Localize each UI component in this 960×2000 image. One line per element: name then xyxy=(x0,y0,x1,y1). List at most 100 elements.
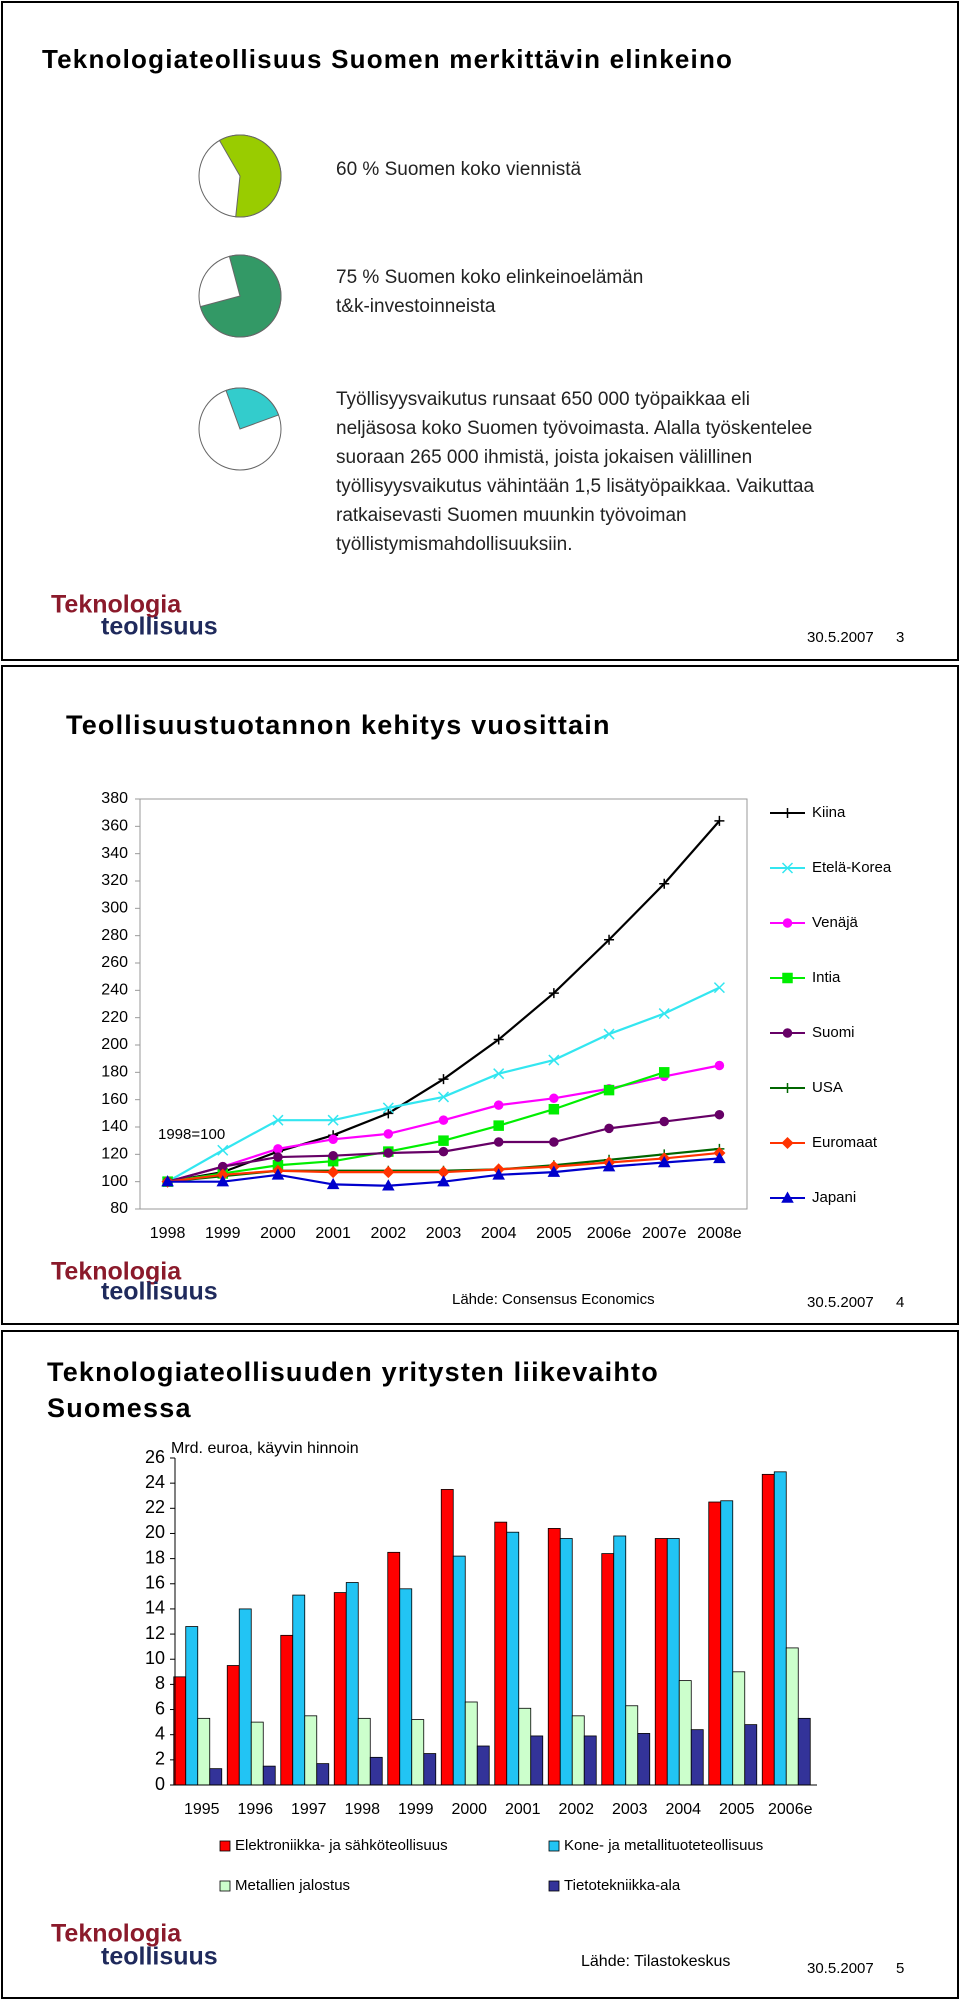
date: 30.5.2007 xyxy=(807,629,874,646)
legend-swatch xyxy=(548,1840,560,1852)
x-tick-label: 2006e xyxy=(587,1225,632,1242)
slide-frame xyxy=(1,1330,959,1999)
x-tick-label: 2005 xyxy=(719,1801,755,1818)
annotation: 1998=100 xyxy=(158,1126,225,1143)
item-text: 60 % Suomen koko viennistä xyxy=(336,159,581,180)
bar xyxy=(518,1707,532,1786)
x-tick-label: 1998 xyxy=(344,1801,380,1818)
legend-label: Kone- ja metallituoteteollisuus xyxy=(564,1837,763,1854)
x-tick-label: 1999 xyxy=(205,1225,241,1242)
bar xyxy=(440,1489,454,1786)
marker xyxy=(782,808,793,818)
slide-title: Teollisuustuotannon kehitys vuosittain xyxy=(66,710,611,740)
bar xyxy=(666,1538,680,1786)
marker xyxy=(782,918,793,928)
marker xyxy=(217,1144,229,1156)
axis-title: Mrd. euroa, käyvin hinnoin xyxy=(171,1440,359,1457)
x-tick-label: 2007e xyxy=(642,1225,687,1242)
page-number: 3 xyxy=(896,629,904,646)
series-line xyxy=(167,1071,665,1183)
marker xyxy=(782,972,793,984)
marker xyxy=(382,1102,394,1114)
bar xyxy=(185,1626,199,1786)
legend-swatch xyxy=(219,1840,231,1852)
source: Lähde: Consensus Economics xyxy=(452,1291,655,1308)
x-tick-label: 2001 xyxy=(505,1801,541,1818)
marker xyxy=(328,1150,338,1161)
date: 30.5.2007 xyxy=(807,1294,874,1311)
bar xyxy=(530,1735,544,1786)
y-tick-label: 300 xyxy=(101,900,128,917)
marker xyxy=(437,1091,450,1103)
legend-label: Euromaat xyxy=(812,1134,878,1151)
marker xyxy=(327,1114,339,1126)
bar xyxy=(262,1765,276,1786)
y-tick-label: 280 xyxy=(101,927,128,944)
bar xyxy=(280,1634,294,1786)
marker xyxy=(547,1165,561,1177)
y-tick-label: 14 xyxy=(145,1598,165,1618)
y-tick-label: 160 xyxy=(101,1091,128,1108)
bar xyxy=(173,1676,187,1786)
y-tick-label: 220 xyxy=(101,1009,128,1026)
marker xyxy=(658,1008,670,1020)
y-tick-label: 340 xyxy=(101,845,128,862)
bar xyxy=(690,1729,704,1786)
x-tick-label: 2000 xyxy=(260,1225,296,1242)
legend-label: Elektroniikka- ja sähköteollisuus xyxy=(235,1837,448,1854)
bar xyxy=(226,1665,240,1786)
marker xyxy=(713,1151,726,1164)
item-text: 75 % Suomen koko elinkeinoelämän xyxy=(336,267,643,288)
bar xyxy=(547,1528,561,1786)
bar xyxy=(476,1745,490,1786)
marker xyxy=(383,1148,394,1158)
legend-label: Intia xyxy=(812,969,841,986)
legend-label: Japani xyxy=(812,1189,856,1206)
marker xyxy=(714,815,725,826)
marker xyxy=(273,1152,283,1162)
marker xyxy=(383,1129,394,1139)
bar xyxy=(708,1501,722,1786)
marker xyxy=(327,1166,340,1179)
bar xyxy=(559,1538,573,1786)
legend-label: Tietotekniikka-ala xyxy=(564,1877,681,1894)
marker xyxy=(657,1155,671,1168)
bar xyxy=(773,1471,787,1786)
bar xyxy=(797,1717,811,1786)
bar xyxy=(357,1717,371,1786)
bar xyxy=(720,1500,734,1786)
marker xyxy=(272,1114,284,1126)
bar xyxy=(464,1701,478,1786)
logo-text: teollisuus xyxy=(101,1278,218,1306)
marker xyxy=(714,1109,725,1120)
slide-frame xyxy=(1,665,959,1325)
marker xyxy=(161,1175,174,1187)
x-tick-label: 2002 xyxy=(371,1225,407,1242)
item-text: ratkaisevasti Suomen muunkin työvoiman xyxy=(336,505,687,526)
bar xyxy=(369,1756,383,1786)
item-text: t&k-investoinneista xyxy=(336,296,496,317)
marker xyxy=(493,1120,504,1131)
marker xyxy=(602,1160,616,1172)
x-tick-label: 1999 xyxy=(398,1801,434,1818)
legend-swatch xyxy=(219,1880,231,1892)
bar xyxy=(345,1582,359,1786)
marker xyxy=(492,1168,505,1180)
bar xyxy=(625,1705,639,1786)
marker xyxy=(659,878,670,889)
y-tick-label: 80 xyxy=(110,1200,128,1217)
bar xyxy=(197,1717,211,1786)
x-tick-label: 2003 xyxy=(612,1801,648,1818)
x-tick-label: 1996 xyxy=(237,1801,273,1818)
marker xyxy=(659,1116,669,1127)
bar xyxy=(238,1608,252,1786)
y-tick-label: 100 xyxy=(101,1173,128,1190)
series-line xyxy=(167,820,721,1183)
bar xyxy=(292,1594,306,1786)
marker xyxy=(781,862,794,874)
slide-frame xyxy=(1,1,959,661)
item-text: Työllisyysvaikutus runsaat 650 000 työpa… xyxy=(336,389,750,410)
marker xyxy=(658,1067,670,1078)
bar xyxy=(494,1521,508,1786)
y-tick-label: 2 xyxy=(155,1749,165,1769)
